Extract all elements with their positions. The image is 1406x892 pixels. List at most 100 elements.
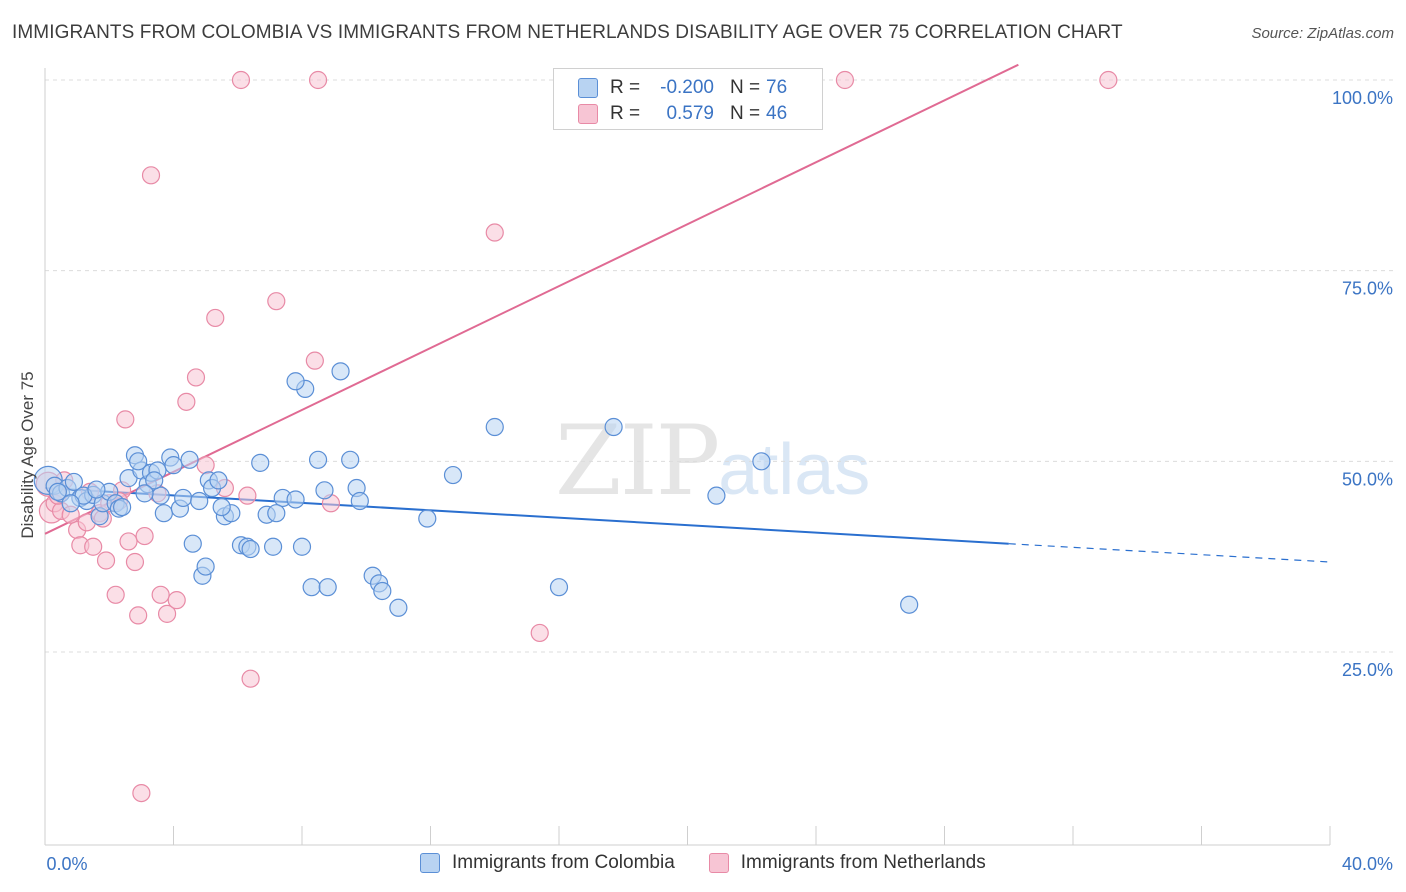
data-point-colombia (135, 484, 154, 503)
data-point-colombia (112, 497, 132, 517)
series-swatch-netherlands (708, 853, 729, 873)
series-label-colombia: Immigrants from Colombia (452, 852, 675, 873)
data-point-netherlands (141, 166, 161, 185)
data-point-colombia (87, 480, 106, 499)
data-point-colombia (286, 490, 305, 509)
data-point-colombia (263, 537, 283, 556)
y-tick-label: 75.0% (1342, 279, 1393, 299)
data-point-colombia (196, 557, 215, 576)
series-swatch-colombia (420, 853, 440, 873)
data-point-netherlands (186, 368, 206, 387)
points-netherlands (35, 70, 1118, 803)
data-point-netherlands (267, 292, 286, 311)
data-point-netherlands (132, 783, 151, 803)
data-point-colombia (154, 504, 173, 523)
legend-n-label: N = (730, 103, 761, 124)
y-tick-label: 100.0% (1332, 88, 1393, 108)
x-tick-label: 40.0% (1342, 854, 1393, 874)
data-point-colombia (251, 453, 270, 472)
data-point-netherlands (206, 308, 225, 328)
data-point-colombia (752, 452, 771, 471)
data-point-netherlands (308, 70, 328, 90)
data-point-colombia (183, 534, 202, 553)
data-point-netherlands (84, 537, 103, 556)
y-tick-label: 50.0% (1342, 469, 1393, 489)
y-tick-label: 25.0% (1342, 660, 1393, 680)
series-legend-colombia[interactable]: Immigrants from Colombia (420, 852, 675, 874)
legend-r-value: 0.579 (666, 103, 714, 124)
data-point-netherlands (485, 223, 504, 242)
legend-r-value: -0.200 (660, 77, 714, 98)
data-point-netherlands (241, 669, 260, 688)
data-point-colombia (292, 537, 312, 556)
data-point-colombia (241, 539, 260, 559)
data-point-colombia (180, 450, 199, 469)
legend-row-colombia: R = -0.200 N = 76 (578, 76, 787, 100)
data-point-colombia (190, 491, 209, 511)
data-point-colombia (164, 456, 183, 475)
data-point-netherlands (116, 410, 135, 429)
legend-n-value: 76 (766, 77, 788, 98)
data-point-colombia (373, 581, 392, 601)
data-point-colombia (707, 486, 726, 505)
series-legend: Immigrants from Colombia Immigrants from… (420, 852, 1020, 874)
data-point-netherlands (196, 456, 215, 475)
legend-n-label: N = (730, 77, 761, 98)
data-point-netherlands (125, 552, 145, 572)
data-point-colombia (318, 578, 337, 597)
data-point-netherlands (96, 551, 116, 570)
data-point-colombia (174, 488, 193, 508)
data-point-colombia (418, 509, 437, 528)
data-point-colombia (350, 491, 369, 511)
data-point-colombia (549, 578, 569, 597)
legend-swatch-netherlands (578, 104, 598, 124)
data-point-colombia (308, 450, 328, 469)
data-point-netherlands (167, 591, 186, 610)
x-tick-label: 0.0% (46, 854, 87, 874)
data-point-colombia (485, 417, 504, 437)
data-point-colombia (900, 595, 919, 614)
data-point-netherlands (106, 585, 125, 604)
data-point-colombia (48, 482, 67, 501)
watermark-atlas: atlas (718, 430, 871, 510)
data-point-colombia (64, 472, 84, 492)
data-point-colombia (302, 578, 321, 597)
legend-r-label: R = (610, 77, 641, 98)
axes (44, 68, 1331, 846)
x-tick-labels: 0.0% 40.0% (46, 854, 1393, 874)
y-axis-label: Disability Age Over 75 (18, 371, 37, 539)
data-point-colombia (286, 372, 305, 391)
data-point-colombia (129, 452, 148, 471)
data-point-netherlands (151, 585, 170, 604)
data-point-netherlands (238, 486, 257, 505)
data-point-netherlands (305, 351, 324, 370)
data-point-netherlands (1099, 70, 1118, 90)
data-point-netherlands (177, 392, 196, 411)
legend-n-value: 46 (766, 103, 788, 124)
data-point-colombia (341, 450, 360, 469)
trend-line-netherlands (44, 63, 1019, 535)
trend-netherlands (44, 63, 1019, 535)
source-label: Source: ZipAtlas.com (1251, 25, 1394, 42)
series-label-netherlands: Immigrants from Netherlands (740, 852, 986, 873)
data-point-netherlands (231, 70, 251, 90)
data-point-colombia (61, 494, 80, 513)
data-point-netherlands (157, 604, 177, 623)
legend-r-label: R = (610, 103, 641, 124)
correlation-legend: R = -0.200 N = 76 R = 0.579 N = 46 (553, 68, 823, 130)
data-point-colombia (389, 598, 408, 617)
data-point-colombia (151, 486, 170, 505)
data-point-netherlands (530, 623, 549, 643)
data-point-colombia (443, 465, 463, 485)
legend-row-netherlands: R = 0.579 N = 46 (578, 102, 787, 126)
data-point-netherlands (129, 606, 148, 625)
series-legend-netherlands[interactable]: Immigrants from Netherlands (708, 852, 986, 874)
data-point-netherlands (135, 526, 154, 546)
chart-title: IMMIGRANTS FROM COLOMBIA VS IMMIGRANTS F… (12, 22, 1123, 43)
data-point-netherlands (835, 70, 855, 90)
data-point-colombia (267, 504, 286, 523)
points-colombia (33, 362, 919, 617)
data-point-colombia (145, 471, 164, 490)
data-point-colombia (604, 417, 623, 437)
